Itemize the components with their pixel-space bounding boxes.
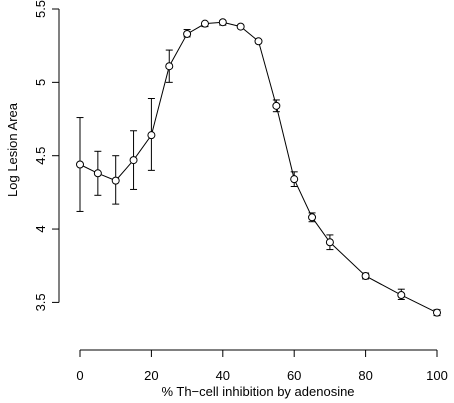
x-tick-label: 100: [426, 368, 448, 383]
y-tick-label: 4.5: [33, 147, 48, 165]
x-tick-label: 20: [144, 368, 158, 383]
y-tick-label: 3.5: [33, 293, 48, 311]
data-point: [147, 131, 156, 140]
data-point: [165, 62, 174, 71]
x-axis: 0 20 40 60 80 100: [76, 349, 448, 383]
data-point: [129, 156, 138, 165]
data-point: [183, 29, 192, 38]
x-tick-label: 0: [76, 368, 83, 383]
series-line: [79, 21, 438, 314]
data-point: [361, 271, 370, 280]
data-point: [218, 18, 227, 27]
y-tick-label: 5.5: [33, 0, 48, 18]
y-tick-label: 4: [33, 225, 48, 232]
data-point: [290, 175, 299, 184]
x-tick-label: 80: [358, 368, 372, 383]
data-point: [200, 19, 209, 28]
data-point: [111, 176, 120, 185]
data-point: [325, 238, 334, 247]
y-axis-label: Log Lesion Area: [5, 102, 20, 197]
data-point: [76, 160, 84, 169]
plot-area: [76, 18, 441, 317]
data-point: [93, 169, 102, 178]
x-tick-label: 40: [216, 368, 230, 383]
data-point: [308, 213, 317, 222]
data-point: [236, 22, 245, 31]
data-point: [254, 37, 263, 46]
y-tick-label: 5: [33, 79, 48, 86]
data-point: [397, 291, 406, 300]
x-axis-label: % Th−cell inhibition by adenosine: [161, 384, 354, 399]
x-tick-label: 60: [287, 368, 301, 383]
data-point: [433, 308, 441, 317]
y-axis: 3.5 4 4.5 5 5.5: [33, 0, 60, 311]
data-point: [272, 101, 281, 110]
